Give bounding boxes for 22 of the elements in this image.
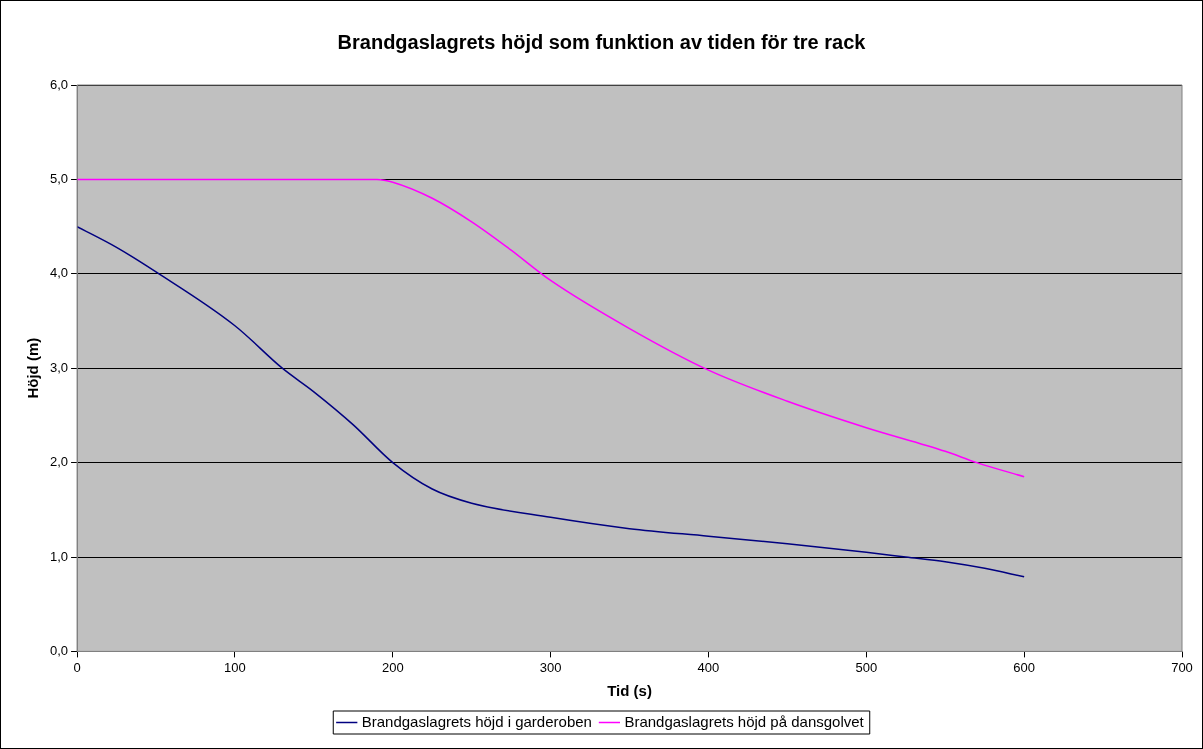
x-tick-label: 500 — [855, 659, 878, 675]
x-tick-label: 0 — [73, 659, 81, 675]
x-tick-label: 200 — [381, 659, 404, 675]
x-tick-label: 100 — [224, 659, 246, 675]
y-tick-label: 6,0 — [49, 76, 69, 92]
y-tick-label: 5,0 — [49, 170, 69, 186]
y-tick-label: 0,0 — [49, 642, 69, 658]
y-tick-label: 3,0 — [49, 359, 69, 375]
y-axis-title: Höjd (m) — [24, 337, 42, 399]
legend-label: Brandgaslagrets höjd i garderoben — [361, 712, 592, 730]
y-tick-label: 4,0 — [49, 265, 69, 281]
line-series — [77, 225, 1025, 578]
line-series — [77, 178, 1025, 478]
x-tick-label: 700 — [1171, 659, 1193, 675]
x-axis-title: Tid (s) — [607, 682, 652, 700]
chart-title: Brandgaslagrets höjd som funktion av tiden för tre rack — [337, 30, 867, 53]
x-tick-label: 600 — [1013, 659, 1035, 675]
x-tick-label: 300 — [539, 659, 562, 675]
y-tick-label: 2,0 — [49, 454, 69, 470]
legend-label: Brandgaslagrets höjd på dansgolvet — [624, 712, 865, 730]
y-tick-label: 1,0 — [49, 548, 69, 564]
x-tick-label: 400 — [697, 659, 720, 675]
